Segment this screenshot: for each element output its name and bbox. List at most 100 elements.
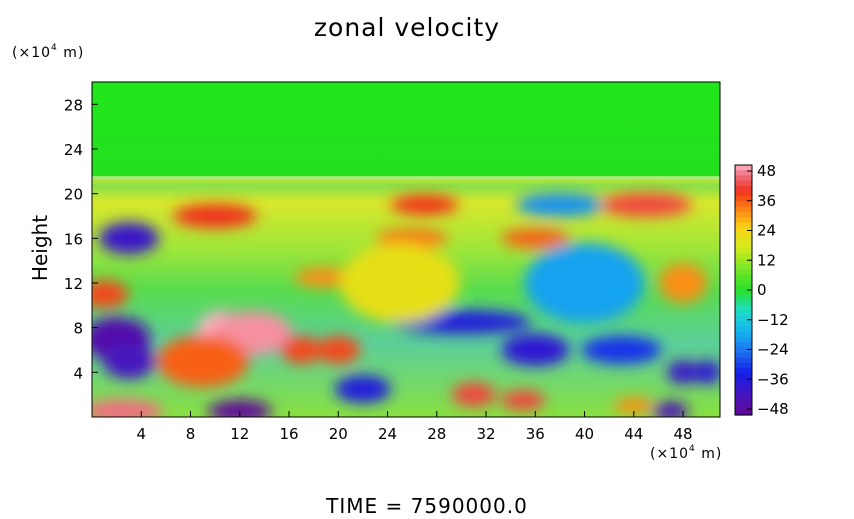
time-caption: TIME = 7590000.0 [326, 494, 528, 518]
heatmap-region [501, 334, 570, 366]
colorbar-swatch [735, 310, 752, 317]
colorbar-swatch [735, 175, 752, 182]
heatmap-area [92, 82, 720, 417]
colorbar-swatch [735, 409, 752, 416]
x-axis: 4 8 12 16 20 24 28 32 36 40 44 48 [136, 411, 693, 443]
y-unit-prefix: (×10 [12, 45, 52, 61]
colorbar-swatch [735, 227, 752, 234]
x-unit-prefix: (×10 [650, 446, 690, 462]
colorbar-swatch [735, 211, 752, 218]
heatmap-region [501, 228, 570, 249]
y-tick-label: 16 [64, 230, 83, 248]
tropopause-band [92, 176, 720, 179]
x-tick-label: 44 [624, 425, 643, 443]
heatmap-region [316, 336, 361, 364]
x-axis-unit: (×104 m) [650, 444, 723, 462]
colorbar-swatch [735, 326, 752, 333]
colorbar-swatch [735, 191, 752, 197]
colorbar-tick-label: 0 [757, 281, 767, 299]
y-tick-label: 28 [64, 96, 83, 114]
colorbar-tick-label: −12 [757, 311, 789, 329]
y-unit-exponent: 4 [51, 43, 58, 53]
colorbar-swatch [735, 165, 752, 171]
colorbar-swatch [735, 206, 752, 213]
colorbar-swatch [735, 180, 752, 187]
heatmap-region [92, 399, 163, 417]
y-tick-label: 4 [73, 364, 83, 382]
colorbar-swatch [735, 336, 752, 343]
colorbar-swatch [735, 362, 752, 369]
x-tick-label: 48 [674, 425, 693, 443]
colorbar-swatch [735, 404, 752, 411]
colorbar-swatch [735, 373, 752, 380]
heatmap-region [207, 399, 272, 417]
colorbar-swatch [735, 263, 752, 270]
colorbar-swatch [735, 201, 752, 208]
colorbar-swatch [735, 347, 752, 354]
y-tick-label: 24 [64, 141, 83, 159]
colorbar-swatch [735, 352, 752, 359]
colorbar-swatch [735, 170, 752, 177]
colorbar-swatch [735, 295, 752, 302]
heatmap-region [515, 192, 604, 217]
colorbar-swatch [735, 269, 752, 275]
x-tick-label: 8 [186, 425, 196, 443]
colorbar-swatch [735, 243, 752, 249]
y-tick-label: 12 [64, 275, 83, 293]
heatmap-region [652, 401, 689, 417]
colorbar-swatch [735, 222, 752, 229]
colorbar-swatch [735, 258, 752, 265]
colorbar-swatch [735, 321, 752, 328]
colorbar-tick-label: −48 [757, 400, 789, 418]
heatmap-region [524, 243, 645, 323]
colorbar-swatch [735, 388, 752, 395]
heatmap-region [334, 375, 391, 404]
colorbar-tick-label: 12 [757, 251, 776, 269]
y-tick-label: 20 [64, 186, 83, 204]
heatmap-region [693, 360, 720, 385]
heatmap-region [613, 397, 654, 414]
x-tick-label: 40 [575, 425, 594, 443]
heatmap-region [156, 335, 249, 388]
colorbar-swatch [735, 248, 752, 255]
x-unit-suffix: m) [695, 446, 723, 462]
colorbar-swatch [735, 237, 752, 244]
x-tick-label: 36 [526, 425, 545, 443]
heatmap-region [667, 360, 700, 385]
x-tick-label: 20 [329, 425, 348, 443]
x-tick-label: 32 [476, 425, 495, 443]
heatmap-region [98, 222, 159, 255]
colorbar-swatch [735, 217, 752, 223]
x-tick-label: 24 [378, 425, 397, 443]
colorbar-swatch [735, 342, 752, 348]
heatmap-region [281, 336, 322, 364]
colorbar-swatch [735, 331, 752, 338]
colorbar-swatch [735, 305, 752, 312]
y-axis-unit: (×104 m) [12, 43, 84, 61]
x-tick-label: 4 [136, 425, 146, 443]
x-tick-label: 28 [427, 425, 446, 443]
colorbar-swatch [735, 290, 752, 296]
colorbar-swatch [735, 196, 752, 203]
plot-frame [91, 81, 721, 418]
heatmap-region [102, 343, 155, 380]
y-axis: 4 8 12 16 20 24 28 [64, 96, 98, 382]
colorbar-swatch [735, 383, 752, 390]
colorbar-tick-label: 48 [757, 162, 776, 180]
colorbar-swatch [735, 232, 752, 239]
colorbar: 48 36 24 12 0 −12 −24 −36 −48 [734, 162, 789, 418]
heatmap-region [390, 194, 459, 215]
colorbar-swatch [735, 253, 752, 260]
heatmap-region [92, 280, 129, 309]
x-tick-label: 12 [230, 425, 249, 443]
heatmap-field [92, 192, 720, 417]
colorbar-swatch [735, 279, 752, 286]
heatmap-region [600, 192, 693, 217]
x-tick-label: 16 [279, 425, 298, 443]
colorbar-tick-label: −24 [757, 341, 789, 359]
colorbar-swatch [735, 357, 752, 364]
y-tick-label: 8 [73, 320, 83, 338]
colorbar-swatch [735, 284, 752, 291]
x-unit-exponent: 4 [689, 444, 696, 454]
